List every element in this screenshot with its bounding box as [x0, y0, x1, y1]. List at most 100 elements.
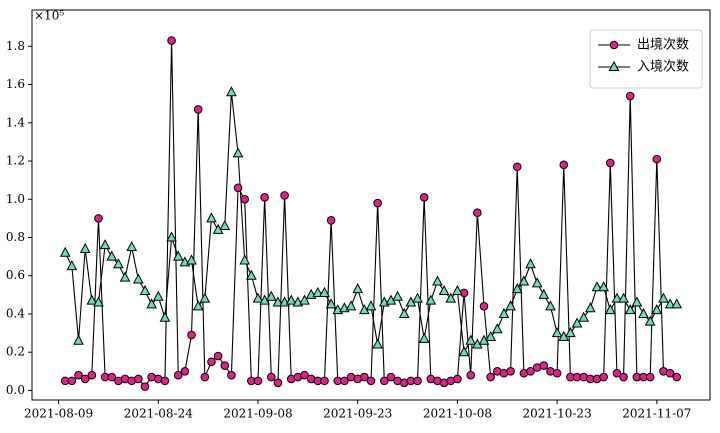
- point: [604, 304, 616, 315]
- point: [160, 376, 170, 386]
- point: [425, 294, 437, 305]
- point: [326, 215, 336, 225]
- point: [113, 258, 124, 269]
- point: [172, 250, 184, 261]
- point: [453, 374, 462, 384]
- y-tick-label: 1.0: [6, 192, 25, 206]
- point: [180, 367, 190, 376]
- point: [552, 368, 562, 378]
- series-line: [65, 40, 678, 388]
- point: [644, 315, 656, 326]
- point: [386, 372, 396, 382]
- point: [438, 284, 450, 296]
- point: [233, 183, 243, 193]
- point: [93, 296, 104, 307]
- x-tick-label: 2021-11-07: [622, 407, 691, 421]
- point: [518, 275, 530, 286]
- point: [551, 327, 563, 338]
- point: [133, 273, 144, 284]
- point: [559, 160, 569, 170]
- legend-label: 入境次数: [637, 59, 689, 75]
- point: [413, 376, 422, 386]
- point: [479, 302, 489, 311]
- point: [612, 368, 622, 378]
- y-tick-label: 0.6: [6, 268, 25, 282]
- point: [473, 208, 482, 217]
- point: [199, 292, 211, 303]
- point: [672, 372, 682, 382]
- point: [578, 311, 590, 322]
- point: [87, 370, 97, 380]
- point: [651, 304, 663, 315]
- point: [220, 361, 230, 370]
- point: [272, 296, 284, 307]
- point: [419, 193, 429, 202]
- point: [526, 367, 535, 376]
- point: [240, 194, 250, 204]
- series-line: [64, 92, 677, 354]
- point: [512, 162, 522, 172]
- point: [146, 298, 157, 309]
- axis-multiplier: ×10⁵: [34, 9, 64, 23]
- point: [119, 271, 131, 282]
- point: [266, 372, 276, 382]
- point: [525, 258, 536, 269]
- point: [352, 283, 364, 294]
- point: [252, 292, 264, 303]
- x-tick-label: 2021-10-08: [423, 407, 492, 421]
- point: [506, 367, 515, 376]
- point: [398, 307, 410, 318]
- point: [445, 292, 457, 303]
- point: [253, 376, 263, 386]
- point: [505, 300, 516, 311]
- point: [366, 376, 376, 386]
- y-tick-label: 0.0: [6, 383, 25, 397]
- point: [664, 298, 676, 309]
- point: [638, 307, 649, 318]
- point: [345, 300, 357, 311]
- point: [265, 290, 277, 301]
- point: [227, 370, 236, 380]
- point: [246, 269, 257, 280]
- x-tick-label: 2021-09-08: [223, 407, 292, 421]
- point: [207, 357, 216, 367]
- point: [166, 231, 177, 242]
- point: [652, 154, 662, 164]
- y-tick-label: 1.6: [6, 77, 25, 91]
- point: [511, 283, 523, 294]
- point: [140, 382, 150, 391]
- point: [73, 334, 84, 345]
- point: [605, 158, 615, 168]
- point: [611, 292, 623, 303]
- point: [360, 372, 369, 382]
- point: [624, 304, 636, 315]
- point: [280, 191, 289, 200]
- point: [625, 91, 635, 101]
- point: [319, 286, 330, 297]
- point: [466, 370, 476, 380]
- point: [80, 374, 90, 384]
- point: [226, 86, 237, 97]
- point: [260, 193, 269, 202]
- y-tick-label: 0.8: [6, 230, 25, 244]
- point: [365, 300, 377, 311]
- point: [539, 361, 549, 370]
- point: [187, 330, 196, 340]
- point: [498, 307, 510, 318]
- point: [465, 334, 477, 345]
- point: [107, 372, 117, 382]
- point: [452, 284, 463, 296]
- point: [379, 376, 389, 386]
- point: [193, 105, 203, 114]
- point: [74, 370, 83, 380]
- point: [300, 370, 309, 380]
- point: [67, 376, 77, 386]
- point: [192, 300, 204, 311]
- point: [99, 239, 111, 250]
- point: [538, 288, 550, 299]
- point: [392, 290, 403, 301]
- legend-marker: [608, 60, 620, 71]
- point: [219, 219, 231, 231]
- point: [565, 327, 576, 338]
